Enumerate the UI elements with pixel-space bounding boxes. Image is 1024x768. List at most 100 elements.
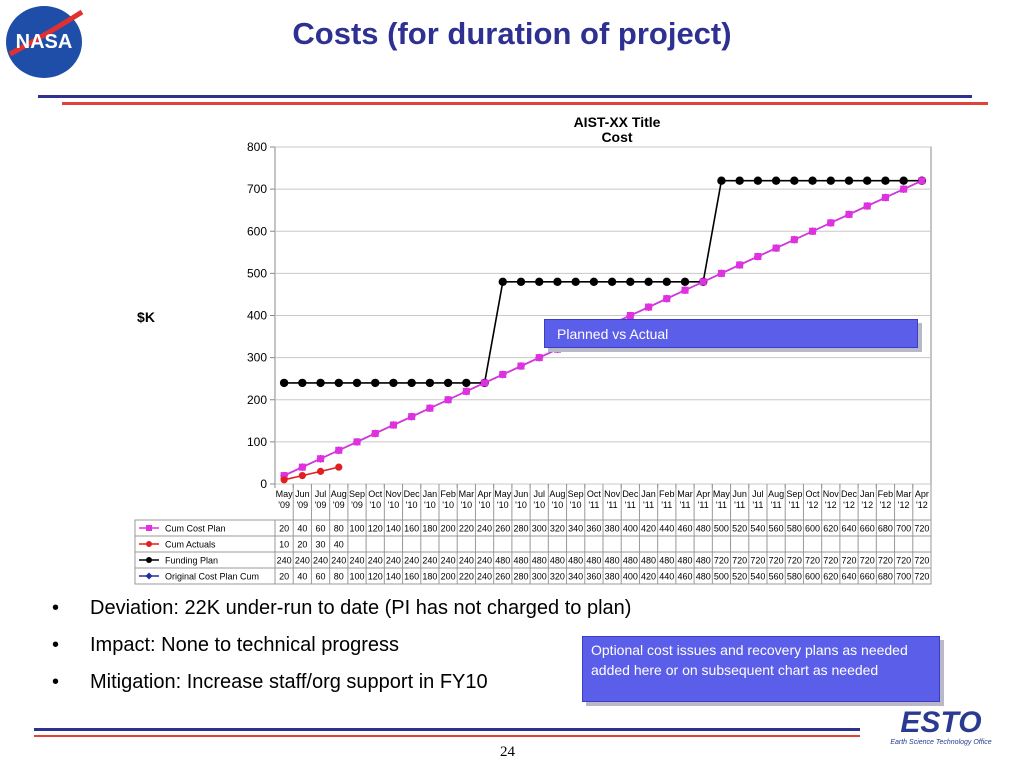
data-label: 480	[641, 556, 656, 566]
data-point	[553, 345, 561, 353]
data-label: 220	[459, 524, 474, 534]
data-point	[535, 277, 544, 286]
data-point	[516, 277, 526, 286]
data-label: 520	[732, 524, 747, 534]
x-tick-label: May '10	[494, 489, 512, 510]
callout-note: Optional cost issues and recovery plans …	[582, 636, 940, 702]
data-point	[918, 177, 926, 185]
data-label: 620	[823, 524, 838, 534]
data-label: 60	[316, 524, 326, 534]
data-label: 120	[368, 572, 383, 582]
svg-text:Earth Science Technology Offic: Earth Science Technology Office	[890, 739, 991, 746]
legend-marker	[145, 572, 153, 580]
x-tick-label: Oct '11	[587, 489, 602, 510]
x-tick-label: Apr '11	[696, 489, 710, 510]
data-label: 480	[605, 556, 620, 566]
data-point	[881, 176, 890, 185]
x-tick-label: Dec '11	[622, 489, 639, 510]
data-label: 580	[787, 572, 802, 582]
data-point	[644, 277, 653, 286]
esto-logo: ESTO Earth Science Technology Office	[890, 706, 991, 746]
data-point	[663, 295, 671, 303]
data-label: 480	[495, 556, 510, 566]
data-point	[571, 277, 580, 286]
data-label: 720	[914, 556, 929, 566]
data-label: 460	[677, 524, 692, 534]
data-point	[790, 176, 799, 185]
data-point	[298, 463, 306, 471]
data-point	[809, 227, 817, 235]
data-label: 240	[404, 556, 419, 566]
data-point	[735, 176, 744, 185]
data-label: 80	[334, 524, 344, 534]
data-label: 240	[368, 556, 383, 566]
x-tick-label: Jun '10	[514, 489, 529, 510]
data-label: 480	[550, 556, 565, 566]
y-tick-label: 400	[247, 309, 267, 323]
data-point	[535, 354, 543, 362]
data-point	[626, 277, 635, 286]
data-label: 400	[623, 572, 638, 582]
data-label: 300	[532, 524, 547, 534]
data-point	[335, 446, 343, 454]
data-label: 720	[787, 556, 802, 566]
data-label: 500	[714, 524, 729, 534]
x-tick-label: Apr '12	[915, 489, 929, 510]
data-point	[389, 421, 397, 429]
data-label: 60	[316, 572, 326, 582]
data-point	[316, 378, 325, 388]
data-label: 420	[641, 524, 656, 534]
x-tick-label: Aug '11	[768, 489, 784, 510]
y-tick-label: 300	[247, 351, 267, 365]
data-point	[899, 176, 908, 185]
data-point	[462, 387, 470, 395]
data-point	[317, 455, 325, 463]
bullet-mitigation: Mitigation: Increase staff/org support i…	[48, 668, 631, 705]
data-point	[298, 378, 307, 388]
data-label: 700	[896, 572, 911, 582]
data-label: 560	[769, 572, 784, 582]
data-point	[607, 277, 617, 286]
data-label: 440	[659, 572, 674, 582]
legend-marker	[146, 557, 152, 563]
data-point	[900, 185, 908, 193]
data-point	[371, 378, 380, 388]
x-tick-label: May '11	[713, 489, 731, 510]
data-label: 580	[787, 524, 802, 534]
data-label: 480	[568, 556, 583, 566]
data-label: 240	[477, 556, 492, 566]
y-tick-label: 800	[247, 140, 267, 154]
x-tick-label: Mar '12	[896, 489, 912, 510]
data-label: 160	[404, 572, 419, 582]
data-label: 680	[878, 524, 893, 534]
data-point	[389, 378, 398, 388]
x-tick-label: Jan '10	[423, 489, 438, 510]
data-point	[790, 236, 798, 244]
data-label: 320	[550, 524, 565, 534]
data-point	[772, 244, 780, 252]
x-tick-label: Nov '10	[385, 489, 402, 510]
y-tick-label: 200	[247, 393, 267, 407]
cost-chart: AIST-XX Title Cost $K 0 100 200 300 400 500 600 70…	[134, 114, 932, 585]
data-point	[353, 438, 361, 446]
data-label: 540	[750, 572, 765, 582]
data-point	[626, 312, 634, 319]
data-point	[589, 277, 599, 286]
divider	[38, 95, 972, 98]
legend-label: Funding Plan	[165, 556, 218, 566]
data-label: 460	[677, 572, 692, 582]
x-tick-label: Dec '12	[841, 489, 858, 510]
data-label: 180	[422, 524, 437, 534]
data-label: 280	[513, 572, 528, 582]
data-point	[827, 219, 835, 227]
y-tick-label: 100	[247, 435, 267, 449]
data-point	[881, 194, 889, 202]
data-label: 20	[297, 540, 307, 550]
data-label: 660	[860, 572, 875, 582]
data-point	[680, 277, 690, 286]
data-label: 20	[279, 524, 289, 534]
series-funding-plan	[279, 176, 927, 388]
data-point	[808, 176, 817, 185]
data-point	[498, 277, 507, 286]
data-label: 40	[297, 572, 307, 582]
